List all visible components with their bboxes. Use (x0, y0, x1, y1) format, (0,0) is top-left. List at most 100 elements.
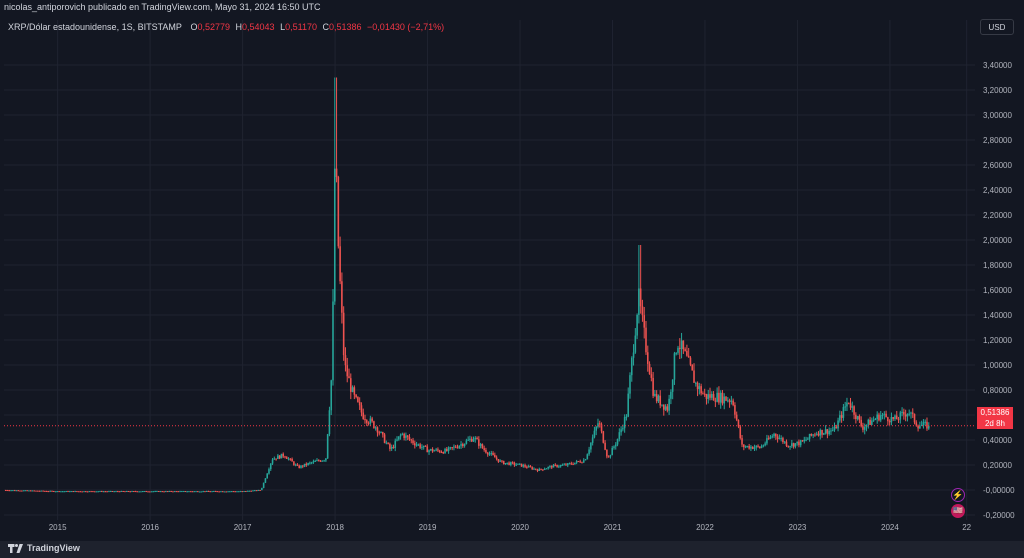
candle-body (63, 491, 66, 493)
candle-body (143, 491, 146, 493)
candle-body (227, 491, 229, 493)
candle-body (609, 455, 612, 457)
candle-body (499, 460, 501, 462)
candle-body (668, 398, 670, 411)
candle-body (714, 400, 717, 402)
candle-body (12, 490, 14, 492)
candle-body (775, 433, 777, 437)
candle-body (134, 491, 137, 493)
candle-body (549, 466, 551, 468)
last-price-label: 0,51386 2d 8h (977, 407, 1013, 429)
candle-body (95, 491, 98, 493)
candle-body (245, 491, 247, 493)
candle-body (501, 460, 503, 462)
candle-body (70, 491, 73, 493)
candle-body (867, 419, 870, 425)
y-tick-label: 3,20000 (983, 86, 1012, 95)
candle-body (314, 460, 317, 462)
candle-body (330, 380, 333, 411)
candle-body (760, 446, 763, 448)
candle-body (218, 491, 220, 493)
symbol-label[interactable]: XRP/Dólar estadounidense, 1S, BITSTAMP (8, 22, 182, 32)
candle-body (101, 491, 103, 493)
candle-body (310, 462, 313, 464)
candle-body (173, 491, 176, 493)
candle-body (556, 464, 558, 467)
candle-body (333, 168, 336, 302)
y-tick-label: 3,00000 (983, 111, 1012, 120)
x-tick-label: 2018 (326, 523, 344, 532)
candle-body (588, 449, 590, 455)
us-flag-icon[interactable]: 🇺🇸 (951, 504, 965, 518)
candle-body (211, 491, 213, 493)
candle-body (641, 306, 644, 316)
tradingview-brand[interactable]: TradingView (8, 543, 80, 553)
candle-body (874, 418, 877, 420)
candle-body (803, 439, 806, 442)
candle-body (737, 419, 740, 427)
candle-body (138, 491, 140, 493)
candle-body (815, 433, 818, 435)
candle-body (577, 461, 580, 463)
candle-body (662, 404, 665, 410)
high-label: H (235, 22, 243, 32)
candle-body (374, 427, 377, 429)
candle-body (184, 491, 187, 493)
candle-body (355, 394, 357, 397)
candle-body (926, 421, 928, 429)
candle-body (844, 406, 846, 408)
candle-body (823, 433, 825, 435)
candle-body (182, 491, 185, 493)
candle-body (520, 463, 523, 467)
candle-body (508, 462, 510, 465)
candle-body (117, 491, 119, 493)
x-tick-label: 2021 (604, 523, 622, 532)
candle-body (255, 490, 258, 492)
candle-body (865, 424, 868, 427)
candle-body (623, 417, 626, 429)
candle-body (785, 441, 788, 446)
candle-body (456, 447, 459, 449)
candle-body (638, 288, 640, 315)
candle-body (28, 490, 30, 492)
candle-body (856, 416, 859, 420)
x-tick-label: 2024 (881, 523, 899, 532)
candle-body (275, 458, 277, 460)
currency-button[interactable]: USD (980, 19, 1014, 35)
candle-body (422, 445, 425, 448)
x-tick-label: 2017 (234, 523, 252, 532)
candle-body (398, 436, 400, 440)
candle-body (568, 463, 571, 465)
candle-body (666, 406, 669, 411)
candle-body (408, 436, 411, 440)
candle-body (767, 438, 770, 440)
candle-body (239, 491, 242, 493)
candle-body (42, 490, 44, 492)
candle-body (675, 352, 678, 354)
candle-body (358, 401, 361, 406)
candle-body (730, 400, 733, 402)
candle-body (630, 357, 633, 376)
candle-body (680, 340, 683, 350)
flash-icon[interactable]: ⚡ (951, 488, 965, 502)
candle-body (257, 489, 260, 491)
candle-body (518, 463, 521, 465)
candle-body (287, 458, 290, 460)
y-tick-label: 2,60000 (983, 161, 1012, 170)
candle-body (33, 490, 36, 492)
candle-body (879, 415, 882, 421)
candle-body (15, 490, 18, 492)
y-tick-label: 1,20000 (983, 336, 1012, 345)
candle-body (133, 491, 135, 493)
candle-body (652, 377, 654, 396)
candle-body (831, 430, 834, 432)
candle-body (284, 456, 286, 458)
candle-body (381, 432, 384, 435)
candle-body (492, 453, 494, 455)
candle-body (266, 473, 269, 479)
candle-body (542, 469, 544, 471)
candle-body (252, 490, 254, 492)
candle-body (871, 420, 873, 425)
candle-body (250, 490, 252, 492)
